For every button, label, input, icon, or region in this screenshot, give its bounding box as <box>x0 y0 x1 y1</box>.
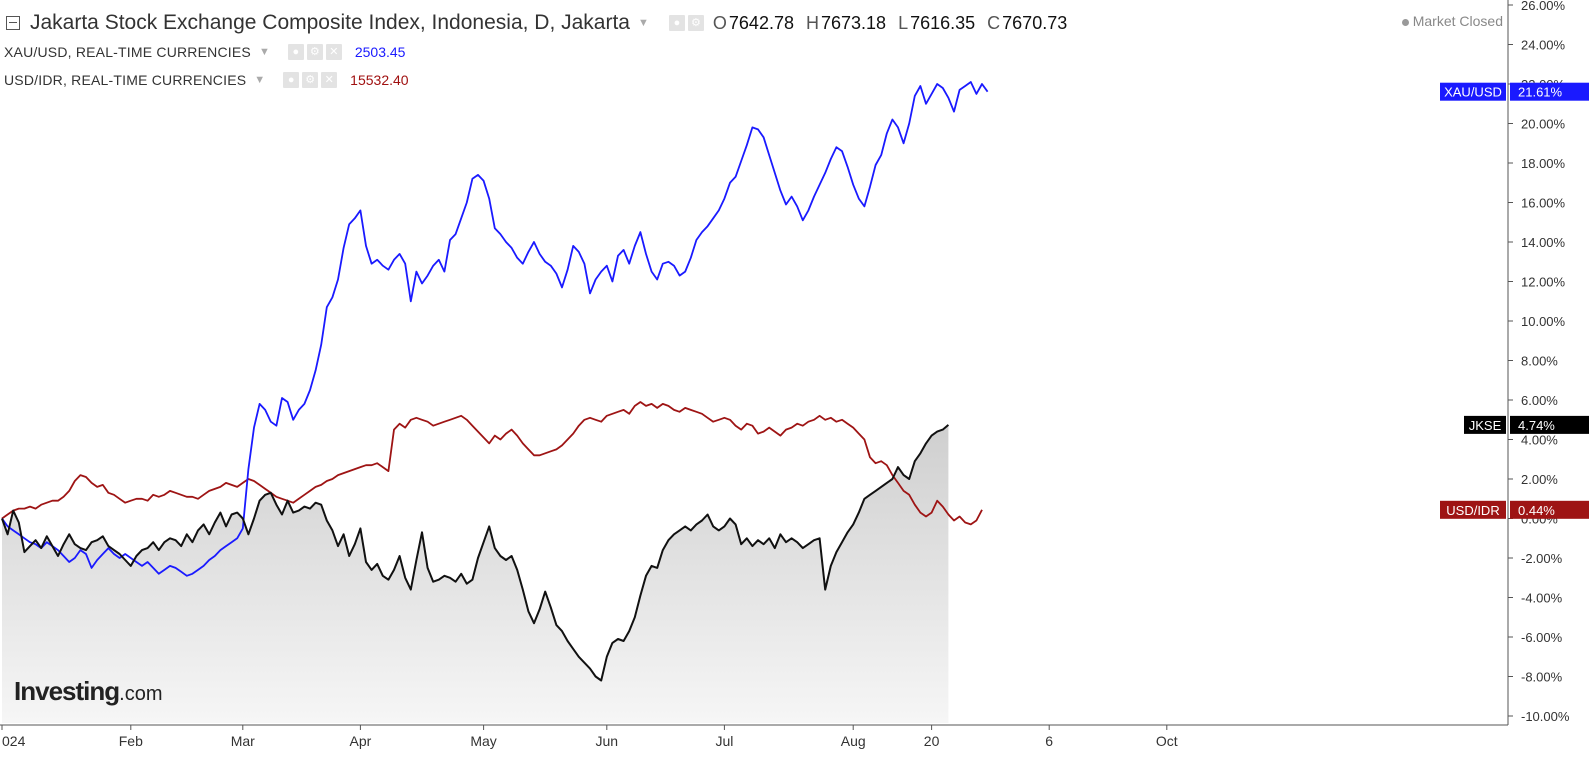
y-tick-label: -8.00% <box>1521 670 1563 685</box>
badge-value-bg <box>1510 500 1589 519</box>
y-tick-label: 20.00% <box>1521 117 1566 132</box>
x-tick-label: Aug <box>841 733 866 749</box>
y-tick-label: 18.00% <box>1521 156 1566 171</box>
market-status: Market Closed <box>1401 13 1503 29</box>
jkse-area-layer <box>2 424 949 723</box>
gear-icon[interactable]: ⚙ <box>687 15 704 31</box>
badge-value-bg <box>1510 415 1589 434</box>
chevron-down-icon[interactable]: ▼ <box>254 74 266 86</box>
last-value-badge-jkse: JKSE 4.74% <box>1464 415 1589 434</box>
last-value-badge-xau-usd: XAU/USD 21.61% <box>1440 82 1589 101</box>
ohlc-low: L 7616.35 <box>898 12 976 33</box>
y-tick-label: -2.00% <box>1521 551 1563 566</box>
last-value-labels-layer: XAU/USD 21.61% USD/IDR 0.44% JKSE 4.74% <box>1440 82 1589 519</box>
last-value-badge-usd-idr: USD/IDR 0.44% <box>1440 500 1589 519</box>
badge-name-bg <box>1440 500 1506 519</box>
visibility-icon[interactable]: ● <box>287 44 304 60</box>
badge-series-name: XAU/USD <box>1444 85 1502 100</box>
y-tick-label: 10.00% <box>1521 314 1566 329</box>
series-line-jkse[interactable] <box>1 424 950 682</box>
market-status-text: Market Closed <box>1412 13 1503 29</box>
badge-value: 0.44% <box>1518 503 1555 518</box>
badge-value: 21.61% <box>1518 85 1563 100</box>
series-controls: ● ⚙ <box>668 15 707 31</box>
y-tick-label: 14.00% <box>1521 235 1566 250</box>
y-tick-label: 16.00% <box>1521 196 1566 211</box>
compare-legend-idr: USD/IDR, REAL-TIME CURRENCIES ▼ ● ⚙ ✕ 15… <box>4 70 409 90</box>
x-tick-label: Mar <box>231 733 255 749</box>
badge-series-name: JKSE <box>1469 418 1502 433</box>
x-tick-label: 6 <box>1045 733 1053 749</box>
x-tick-label: 20 <box>924 733 940 749</box>
series-line-usd-idr[interactable] <box>1 401 983 526</box>
y-tick-label: 6.00% <box>1521 393 1558 408</box>
status-dot-icon <box>1401 18 1409 26</box>
gear-icon[interactable]: ⚙ <box>306 44 323 60</box>
visibility-icon[interactable]: ● <box>668 15 685 31</box>
badge-value-bg <box>1510 82 1589 101</box>
ohlc-open: O 7642.78 <box>712 12 794 33</box>
compare-value-xau: 2503.45 <box>354 44 406 60</box>
gear-icon[interactable]: ⚙ <box>302 72 319 88</box>
y-tick-label: 2.00% <box>1521 472 1558 487</box>
x-tick-label: Jul <box>715 733 733 749</box>
visibility-icon[interactable]: ● <box>283 72 300 88</box>
x-tick-label: Apr <box>350 733 372 749</box>
brand-logo: Investing.com <box>14 676 163 706</box>
y-tick-label: 4.00% <box>1521 433 1558 448</box>
collapse-icon[interactable] <box>6 16 20 30</box>
y-tick-label: -6.00% <box>1521 630 1563 645</box>
y-tick-label: -4.00% <box>1521 591 1563 606</box>
x-tick-label: Jun <box>596 733 619 749</box>
compare-label-xau[interactable]: XAU/USD, REAL-TIME CURRENCIES <box>4 44 251 60</box>
x-tick-label: Oct <box>1156 733 1178 749</box>
x-tick-label: Feb <box>119 733 143 749</box>
y-tick-label: -10.00% <box>1521 709 1570 724</box>
y-tick-label: 26.00% <box>1521 0 1566 13</box>
x-tick-label: 024 <box>2 733 26 749</box>
ohlc-high: H 7673.18 <box>805 12 887 33</box>
badge-series-name: USD/IDR <box>1446 503 1499 518</box>
main-legend-row: Jakarta Stock Exchange Composite Index, … <box>4 8 1079 38</box>
compare-value-idr: 15532.40 <box>350 72 409 88</box>
y-tick-label: 8.00% <box>1521 354 1558 369</box>
y-tick-label: 12.00% <box>1521 275 1566 290</box>
symbol-title[interactable]: Jakarta Stock Exchange Composite Index, … <box>30 11 630 34</box>
chart-legend: Jakarta Stock Exchange Composite Index, … <box>0 0 1300 100</box>
compare-controls-idr: ● ⚙ ✕ <box>283 72 340 88</box>
series-line-xau-usd[interactable] <box>1 81 989 577</box>
ohlc-close: C 7670.73 <box>987 12 1068 33</box>
jkse-area <box>2 424 949 723</box>
close-icon[interactable]: ✕ <box>325 44 342 60</box>
compare-label-idr[interactable]: USD/IDR, REAL-TIME CURRENCIES <box>4 72 247 88</box>
x-tick-label: May <box>470 733 496 749</box>
chevron-down-icon[interactable]: ▼ <box>638 17 649 29</box>
compare-legend-xau: XAU/USD, REAL-TIME CURRENCIES ▼ ● ⚙ ✕ 25… <box>4 42 405 62</box>
close-icon[interactable]: ✕ <box>321 72 338 88</box>
compare-controls-xau: ● ⚙ ✕ <box>287 44 345 60</box>
badge-name-bg <box>1464 415 1506 434</box>
badge-value: 4.74% <box>1518 418 1555 433</box>
badge-name-bg <box>1440 82 1506 101</box>
y-tick-label: 24.00% <box>1521 38 1566 53</box>
series-lines-layer <box>1 81 989 682</box>
chevron-down-icon[interactable]: ▼ <box>258 46 270 58</box>
